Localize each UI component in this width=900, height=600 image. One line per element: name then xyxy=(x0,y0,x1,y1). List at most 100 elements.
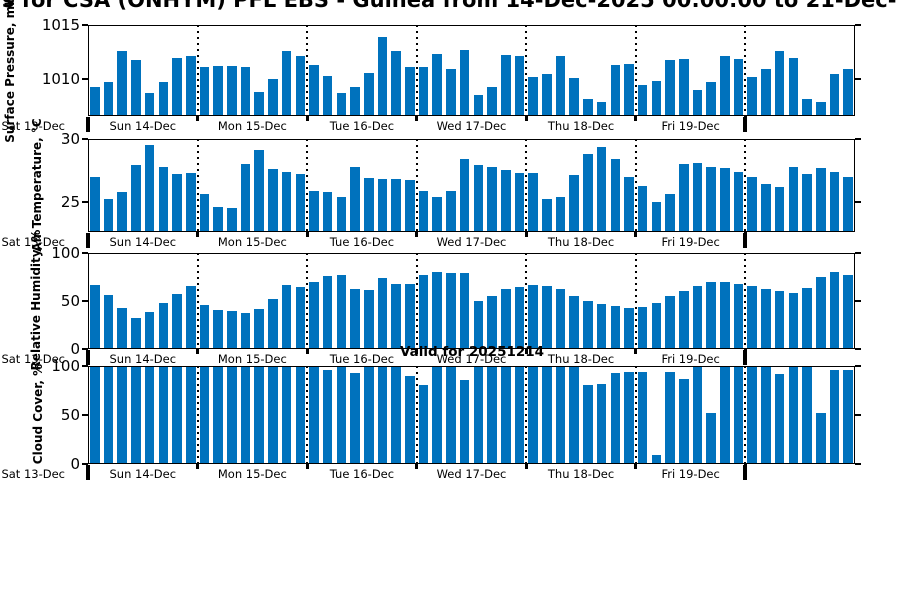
day-gridline xyxy=(415,139,418,232)
bar xyxy=(117,366,128,464)
bar xyxy=(555,196,566,232)
bar xyxy=(610,65,621,116)
bar xyxy=(103,199,114,232)
bar xyxy=(254,308,264,349)
xtick-mark xyxy=(415,464,419,469)
bar xyxy=(227,66,237,116)
bar xyxy=(720,56,730,116)
bar xyxy=(815,413,826,464)
bar xyxy=(227,366,237,464)
bar xyxy=(144,366,155,464)
bar xyxy=(240,164,251,232)
bar xyxy=(158,82,169,116)
bar xyxy=(514,172,525,232)
xtick-mark xyxy=(524,232,528,237)
day-gridline xyxy=(744,253,747,349)
bar xyxy=(528,77,538,116)
ytick-mark-right xyxy=(855,365,861,367)
xtick-label: Mon 15-Dec xyxy=(217,235,287,249)
bar xyxy=(185,172,196,232)
bar xyxy=(802,98,812,116)
bar xyxy=(720,281,730,349)
bar xyxy=(583,154,593,232)
bar xyxy=(802,366,812,464)
day-gridline xyxy=(525,366,528,464)
xtick-label: Thu 18-Dec xyxy=(547,352,615,366)
bar xyxy=(227,208,237,232)
xtick-label: Sat 13-Dec xyxy=(1,235,65,249)
bar xyxy=(706,413,716,464)
bar xyxy=(610,159,621,232)
bar xyxy=(624,64,634,116)
bar xyxy=(446,190,456,232)
bar xyxy=(473,95,484,116)
ytick-mark-right xyxy=(855,24,861,26)
xtick-mark xyxy=(305,349,309,354)
day-gridline xyxy=(196,253,199,349)
bar xyxy=(268,366,278,464)
yaxis-label: Cloud Cover, % xyxy=(31,363,45,465)
ytick-mark-left xyxy=(82,365,88,367)
xtick-label: Sat 13-Dec xyxy=(1,352,65,366)
ytick-mark-left xyxy=(82,414,88,416)
bar xyxy=(432,196,443,232)
bar xyxy=(240,313,251,349)
bar xyxy=(788,293,799,349)
bar xyxy=(336,366,347,464)
bar xyxy=(363,290,374,349)
xtick-mark xyxy=(634,232,638,237)
day-gridline xyxy=(196,139,199,232)
bar xyxy=(569,296,579,349)
xtick-label: Wed 17-Dec xyxy=(436,119,507,133)
bar xyxy=(213,309,223,349)
xtick-major-left xyxy=(86,465,90,480)
bar xyxy=(144,93,155,116)
bar xyxy=(774,186,785,232)
bar xyxy=(788,57,799,116)
bar xyxy=(473,366,484,464)
bar xyxy=(720,366,730,464)
bar xyxy=(391,179,401,232)
bar xyxy=(610,305,621,349)
bar xyxy=(829,171,840,232)
day-gridline xyxy=(634,366,637,464)
bar xyxy=(144,145,155,232)
xtick-label: Sun 14-Dec xyxy=(109,352,177,366)
bar xyxy=(528,172,538,232)
bar xyxy=(295,286,306,349)
bar xyxy=(281,366,292,464)
day-gridline xyxy=(196,25,199,116)
bar xyxy=(843,369,853,464)
bar xyxy=(336,196,347,232)
bar xyxy=(144,311,155,349)
bar xyxy=(418,275,429,349)
bar xyxy=(843,176,853,232)
day-gridline xyxy=(744,139,747,232)
bar xyxy=(295,174,306,232)
bar xyxy=(322,191,333,232)
ytick-mark-right xyxy=(855,414,861,416)
bar xyxy=(254,366,264,464)
xtick-major-right xyxy=(743,350,748,365)
bar xyxy=(158,302,169,349)
bar xyxy=(542,199,552,232)
bar xyxy=(405,180,415,232)
bar xyxy=(213,366,223,464)
bar xyxy=(569,175,579,232)
bar xyxy=(363,72,374,116)
bar xyxy=(542,366,552,464)
bar xyxy=(528,284,538,349)
bar xyxy=(596,101,607,116)
bar xyxy=(802,174,812,232)
bar xyxy=(473,301,484,349)
bar xyxy=(788,366,799,464)
bar xyxy=(843,275,853,349)
bar xyxy=(514,366,525,464)
day-gridline xyxy=(525,25,528,116)
bar xyxy=(733,171,744,232)
xtick-major-right xyxy=(743,465,748,480)
xtick-label: Wed 17-Dec xyxy=(436,467,507,481)
bar xyxy=(733,366,744,464)
ytick-label: 50 xyxy=(60,292,80,310)
